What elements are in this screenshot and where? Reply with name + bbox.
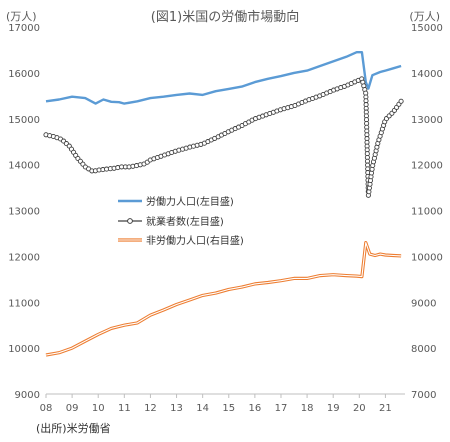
right-tick-label: 7000 xyxy=(411,390,436,401)
employed-line xyxy=(45,78,402,197)
x-tick-label: 15 xyxy=(222,403,235,414)
right-tick-label: 10000 xyxy=(411,252,443,263)
right-tick-label: 14000 xyxy=(411,69,443,80)
left-tick-label: 15000 xyxy=(8,115,40,126)
legend-label-employed: 就業者数(左目盛) xyxy=(146,215,224,228)
x-tick-label: 14 xyxy=(196,403,209,414)
left-tick-label: 13000 xyxy=(8,207,40,218)
non-labor-force-line xyxy=(45,241,402,357)
left-tick-label: 10000 xyxy=(8,344,40,355)
left-tick-label: 9000 xyxy=(15,390,40,401)
chart-title: (図1)米国の労働市場動向 xyxy=(150,10,300,25)
legend-marker-employed xyxy=(127,218,133,224)
right-axis-unit: (万人) xyxy=(409,10,440,23)
right-tick-label: 13000 xyxy=(411,115,443,126)
x-tick-label: 09 xyxy=(66,403,79,414)
left-tick-label: 14000 xyxy=(8,161,40,172)
legend-label-non-labor-force: 非労働力人口(右目盛) xyxy=(146,234,244,247)
x-tick-label: 12 xyxy=(144,403,157,414)
right-tick-label: 12000 xyxy=(411,161,443,172)
legend-label-labor-force: 労働力人口(左目盛) xyxy=(146,195,234,208)
x-tick-label: 17 xyxy=(275,403,288,414)
non-labor-force-line-inner xyxy=(45,242,402,356)
x-tick-label: 19 xyxy=(327,403,340,414)
right-tick-label: 15000 xyxy=(411,23,443,34)
x-tick-label: 16 xyxy=(249,403,262,414)
left-tick-label: 16000 xyxy=(8,69,40,80)
x-tick-label: 11 xyxy=(118,403,131,414)
x-tick-label: 18 xyxy=(301,403,314,414)
x-tick-label: 13 xyxy=(170,403,183,414)
x-tick-label: 10 xyxy=(92,403,105,414)
x-tick-label: 08 xyxy=(40,403,53,414)
right-tick-label: 8000 xyxy=(411,344,436,355)
employed-point xyxy=(398,98,404,104)
left-tick-label: 11000 xyxy=(8,298,40,309)
source-note: (出所)米労働省 xyxy=(36,422,111,435)
labor-force-line xyxy=(45,51,402,105)
right-tick-label: 11000 xyxy=(411,207,443,218)
x-tick-label: 21 xyxy=(379,403,392,414)
x-tick-label: 20 xyxy=(353,403,366,414)
left-tick-label: 12000 xyxy=(8,252,40,263)
right-tick-label: 9000 xyxy=(411,298,436,309)
left-tick-label: 17000 xyxy=(8,23,40,34)
left-axis-unit: (万人) xyxy=(6,10,37,23)
